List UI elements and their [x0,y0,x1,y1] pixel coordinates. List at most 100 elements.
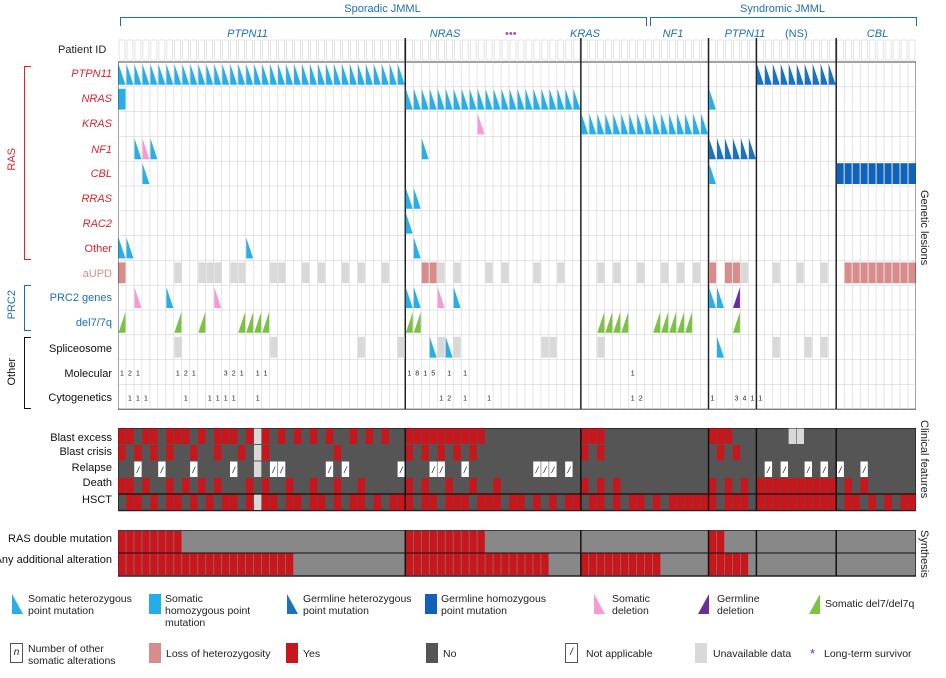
clinical-cell [134,494,142,510]
lesion-mark [214,287,222,308]
clinical-cell [261,428,270,444]
lesion-mark [198,312,206,333]
lesion-mark [621,312,629,333]
lesion-mark [118,64,126,85]
patient-id-cell [781,39,788,61]
clinical-cell [245,478,254,494]
row-label-additional: Any additional alteration [0,554,112,566]
lesion-box [485,262,493,284]
clinical-cell [533,461,541,477]
patient-id-cell [294,39,301,61]
clinical-cell [190,461,198,477]
lesion-mark [629,113,637,135]
synth-cell [285,553,294,575]
lesion-mark [413,188,421,209]
subgroup-ns-tag: (NS) [785,28,808,40]
clinical-cell [230,494,238,510]
na-slash: / [535,465,540,475]
clinical-cell [253,494,262,510]
patient-id-cell [765,39,772,61]
lesion-mark [828,64,836,85]
molecular-count: 1 [423,371,427,378]
synth-cell [126,553,134,575]
synth-cell [238,553,246,575]
clinical-cell [708,428,717,444]
cytogenetics-count: 1 [144,395,148,402]
lesion-mark [230,64,238,85]
lesion-mark [254,64,262,85]
synth-cell [158,531,166,553]
synth-cell [405,553,413,575]
molecular-count: 1 [136,371,140,378]
clinical-cell [309,494,318,510]
lesion-box [661,262,669,284]
patient-id-cell [621,39,628,61]
clinical-cell [397,494,405,510]
clinical-cell [581,428,589,444]
clinical-cell [485,494,493,510]
synth-cell [182,553,190,575]
lesion-mark [238,312,246,333]
na-slash: / [327,465,332,475]
clinical-cell [206,494,214,510]
clinical-cell [692,494,701,510]
patient-id-cell [908,39,916,61]
clinical-cell [581,445,589,461]
lesion-mark [325,64,333,85]
clinical-cell [453,428,461,444]
clinical-cell [166,478,174,494]
na-slash: / [567,465,572,475]
patient-id-cell [789,39,796,61]
patient-id-cell [900,39,908,61]
clinical-cell [772,478,781,494]
patient-id-cell [445,39,453,61]
clinical-cell [413,428,421,444]
lesion-box [820,336,828,358]
clinical-cell [230,428,238,444]
patient-id-cell [860,39,868,61]
synth-cell [461,531,469,553]
clinical-cell [796,478,804,494]
lesion-mark [597,113,605,135]
patient-id-cell [757,39,764,61]
lesion-mark [397,64,405,85]
synth-cell [142,531,150,553]
star-icon: * [810,646,816,661]
clinical-cell [852,494,860,510]
genetic-lesions-grid: 1 2 1 1 2 1 3 2 1 1 1 1 8 1 5 1 1 11 1 1 1 1 1 1 1 1 1 2 1 1 1 2 1 3 4 1 1 [118,38,916,410]
lesion-box [270,262,278,284]
patient-id-cell [501,39,509,61]
patient-id-cell [453,39,461,61]
lesion-mark [685,113,693,135]
lesion-box [429,262,437,284]
clinical-cell [150,428,158,444]
clinical-cell [285,494,294,510]
lesion-box [238,262,246,284]
lesion-mark [653,113,661,135]
clinical-cell [565,461,573,477]
lesion-mark [661,312,669,333]
patient-id-cell [126,39,134,61]
patient-id-cell [637,39,644,61]
patient-id-cell [805,39,812,61]
lesion-mark [693,113,701,135]
patient-id-cell [517,39,525,61]
clinical-cell [453,445,461,461]
lesion-mark [709,287,716,308]
clinical-cell [812,494,820,510]
lesion-box [732,262,740,284]
patient-id-cell [884,39,892,61]
molecular-count: 1 [192,371,196,378]
lesion-mark [637,113,645,135]
lesion-box [453,336,461,358]
clinical-cell [740,478,749,494]
lesion-mark [405,287,413,308]
legend-somatic-hom: Somatic homozygous point mutation [165,593,251,629]
clinical-cell [421,478,429,494]
cytogenetics-count: 1 [184,395,188,402]
lesion-box [318,262,325,284]
clinical-cell [780,494,789,510]
cytogenetics-count: 3 [734,395,738,402]
clinical-cell [764,461,773,477]
synth-cell [644,553,653,575]
